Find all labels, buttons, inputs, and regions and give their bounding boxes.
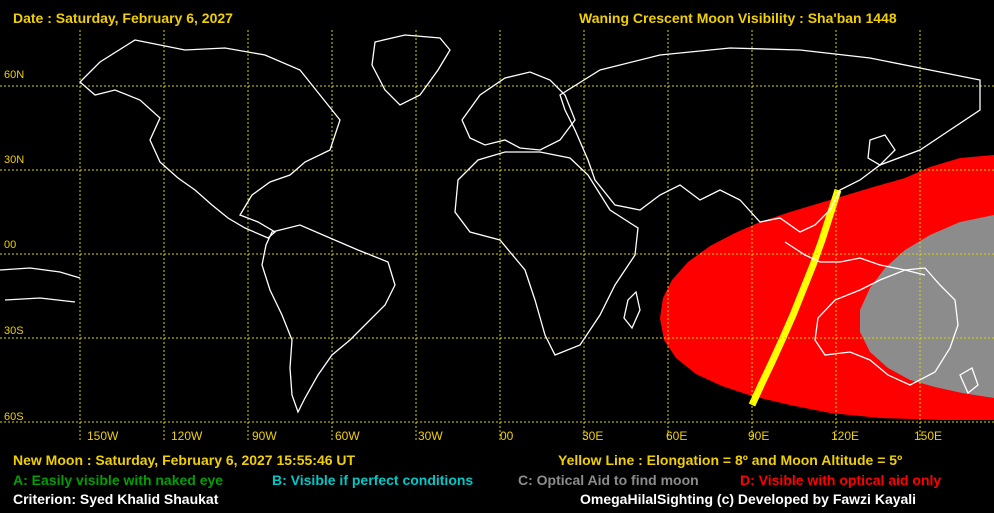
lat-label-30n: 30N (4, 154, 25, 166)
legend-c-optical-aid-find: C: Optical Aid to find moon (518, 472, 699, 488)
map-title: Waning Crescent Moon Visibility : Sha'ba… (579, 10, 897, 26)
lon-label-90w: 90W (252, 429, 277, 443)
yellow-line-curve (748, 188, 842, 407)
lon-label-60w: 60W (335, 429, 360, 443)
legend-d-optical-aid-only: D: Visible with optical aid only (740, 472, 942, 488)
lon-label-150w: 150W (87, 429, 119, 443)
date-label: Date : Saturday, February 6, 2027 (13, 10, 233, 26)
lon-label-00: 00 (500, 429, 514, 443)
lon-label-120e: 120E (831, 429, 860, 443)
zone-c-gray-region (860, 215, 994, 398)
lon-label-150e: 150E (914, 429, 943, 443)
lon-label-30w: 30W (418, 429, 443, 443)
lat-label-00: 00 (4, 239, 17, 251)
legend-b-perfect-conditions: B: Visible if perfect conditions (272, 472, 474, 488)
latitude-longitude-grid (0, 30, 994, 440)
lat-label-30s: 30S (4, 325, 24, 337)
lon-label-60e: 60E (666, 429, 688, 443)
lon-label-90e: 90E (748, 429, 770, 443)
new-moon-info: New Moon : Saturday, February 6, 2027 15… (13, 452, 356, 468)
lat-label-60n: 60N (4, 69, 25, 81)
yellow-line-info: Yellow Line : Elongation = 8º and Moon A… (558, 452, 903, 468)
criterion-label: Criterion: Syed Khalid Shaukat (13, 491, 219, 507)
lon-label-30e: 30E (582, 429, 604, 443)
legend-a-naked-eye: A: Easily visible with naked eye (13, 472, 224, 488)
credit-label: OmegaHilalSighting (c) Developed by Fawz… (580, 491, 917, 507)
coastlines (0, 34, 981, 414)
lon-label-120w: 120W (171, 429, 203, 443)
lat-label-60s: 60S (4, 411, 24, 423)
